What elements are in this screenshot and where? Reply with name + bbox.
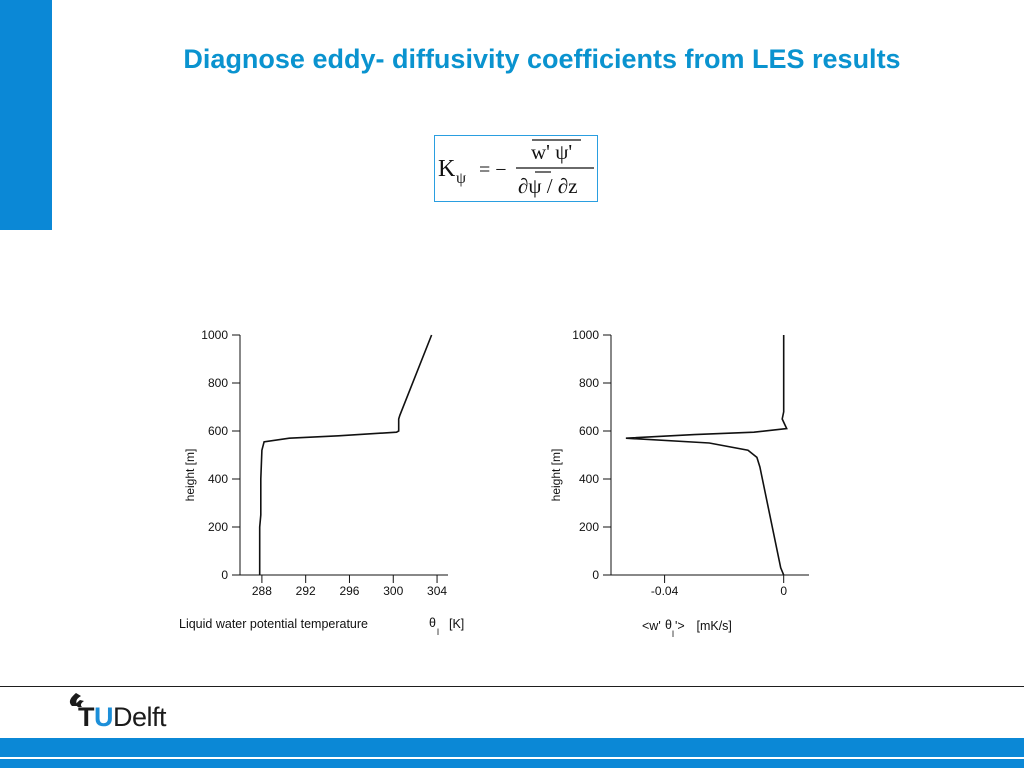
x-axis-label-subscript: l (672, 629, 674, 639)
y-tick-label: 200 (579, 520, 599, 534)
tudelft-flame-icon (69, 693, 84, 707)
x-tick-label: 296 (339, 584, 359, 598)
series-line (625, 335, 788, 576)
formula-lhs-subscript: ψ (456, 170, 466, 187)
y-tick-label: 600 (579, 424, 599, 438)
y-tick-label: 0 (221, 568, 228, 582)
x-axis-label-part1: <w' (642, 619, 664, 633)
x-axis-label-symbol: θ (429, 616, 436, 630)
x-tick-label: -0.04 (651, 584, 679, 598)
y-tick-label: 200 (208, 520, 228, 534)
y-axis: 0 200 400 600 800 1000 (201, 328, 241, 582)
x-tick-label: 288 (252, 584, 272, 598)
formula-numerator: w' ψ' (531, 140, 572, 164)
x-tick-label: 0 (780, 584, 787, 598)
series-line (258, 334, 433, 575)
logo-t: T (78, 702, 95, 732)
x-axis-label-unit: [mK/s] (693, 619, 732, 633)
x-axis-label: Liquid water potential temperature (179, 617, 368, 631)
page-title: Diagnose eddy- diffusivity coefficients … (183, 44, 901, 74)
y-tick-label: 800 (579, 376, 599, 390)
chart-theta-profile: 288 292 296 300 304 0 200 400 600 800 1000 height… (170, 320, 480, 650)
tudelft-logo: TUDelft (78, 702, 167, 733)
formula-box: K ψ = − w' ψ' ∂ψ / ∂z (434, 135, 598, 202)
x-axis-label-unit: [K] (449, 617, 464, 631)
y-axis-label: height [m] (183, 449, 197, 502)
y-tick-label: 1000 (572, 328, 599, 342)
x-axis-label-part4: '> (675, 619, 685, 633)
y-axis-label: height [m] (549, 449, 563, 502)
formula-svg: K ψ = − w' ψ' ∂ψ / ∂z (438, 139, 594, 198)
x-axis-label-subscript: l (437, 627, 439, 637)
bottom-band (0, 738, 1024, 757)
y-tick-label: 0 (592, 568, 599, 582)
logo-delft: Delft (113, 702, 167, 732)
x-tick-label: 292 (296, 584, 316, 598)
chart-flux-profile: -0.04 0 0 200 400 600 800 1000 height [m] <w' … (535, 320, 835, 650)
profile-line (625, 335, 788, 576)
y-axis: 0 200 400 600 800 1000 (572, 328, 612, 582)
chart-theta-svg: 288 292 296 300 304 0 200 400 600 800 1000 height… (179, 328, 464, 637)
x-axis: 288 292 296 300 304 (240, 574, 448, 598)
formula-equals: = − (479, 159, 507, 181)
y-tick-label: 400 (579, 472, 599, 486)
y-tick-label: 400 (208, 472, 228, 486)
formula-denominator: ∂ψ / ∂z (518, 174, 578, 198)
profile-line (258, 334, 433, 575)
y-tick-label: 1000 (201, 328, 228, 342)
footer-divider (0, 686, 1024, 687)
x-tick-label: 304 (427, 584, 447, 598)
x-tick-label: 300 (383, 584, 403, 598)
x-axis-label-symbol: θ (665, 618, 672, 632)
y-tick-label: 600 (208, 424, 228, 438)
left-accent-bar (0, 0, 52, 230)
bottom-band-lower (0, 759, 1024, 768)
x-axis: -0.04 0 (611, 574, 809, 598)
logo-u: U (94, 702, 114, 732)
y-tick-label: 800 (208, 376, 228, 390)
formula-lhs: K (438, 156, 456, 182)
